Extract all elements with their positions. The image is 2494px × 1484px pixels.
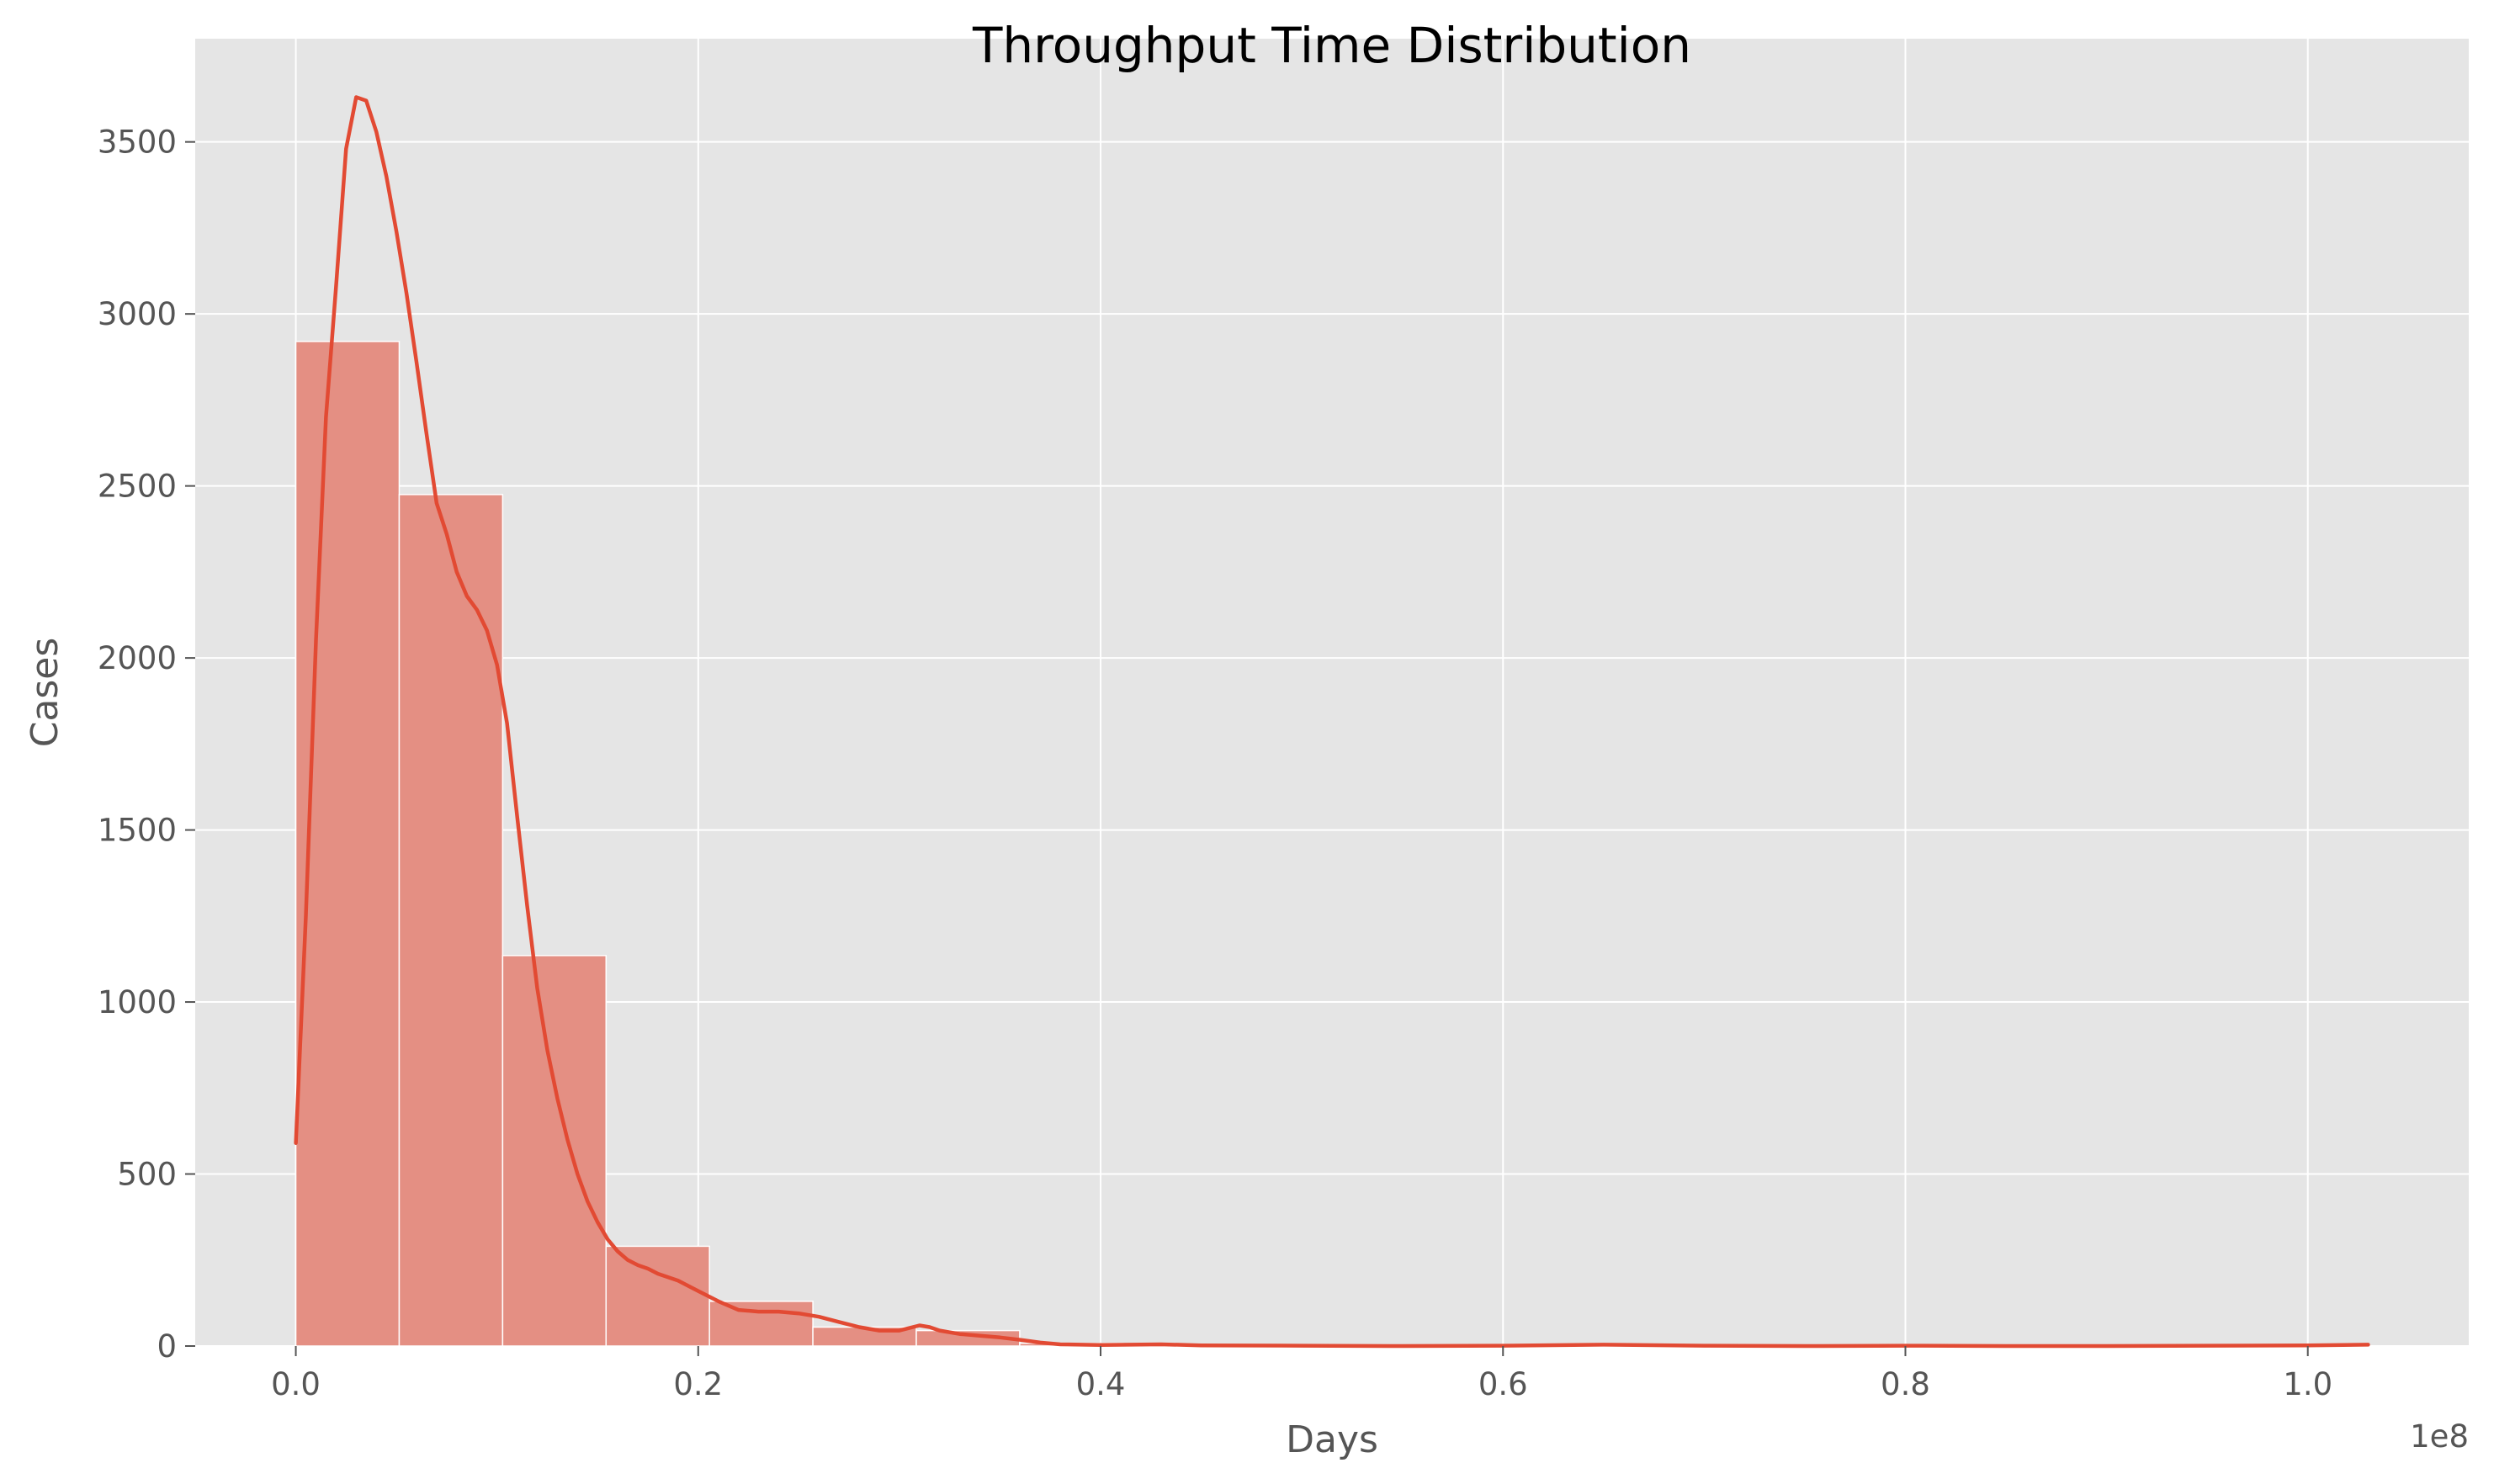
y-tick-label: 1500	[98, 813, 177, 849]
histogram-bars	[295, 341, 2365, 1347]
x-tick-label: 1.0	[2283, 1366, 2332, 1402]
histogram-bar	[398, 494, 504, 1347]
y-tick-label: 3000	[98, 296, 177, 332]
y-tick-label: 2000	[98, 640, 177, 676]
chart-title: Throughput Time Distribution	[972, 17, 1691, 74]
histogram-bar	[708, 1301, 814, 1347]
y-axis-label: Cases	[24, 638, 66, 748]
x-tick-label: 0.2	[673, 1366, 723, 1402]
histogram-bar	[605, 1245, 710, 1347]
x-axis-label: Days	[1286, 1418, 1378, 1461]
x-tick-label: 0.4	[1076, 1366, 1126, 1402]
x-tick-label: 0.0	[271, 1366, 321, 1402]
y-tick-label: 1000	[98, 984, 177, 1020]
x-axis-offset-label: 1e8	[2410, 1418, 2469, 1455]
x-tick-label: 0.8	[1881, 1366, 1930, 1402]
histogram-bar	[295, 341, 401, 1347]
kde-line	[294, 95, 2370, 1349]
y-tick-label: 2500	[98, 469, 177, 505]
histogram-bar	[501, 955, 608, 1347]
x-tick-label: 0.6	[1478, 1366, 1528, 1402]
y-tick-label: 0	[157, 1328, 177, 1365]
y-tick-label: 500	[117, 1157, 177, 1193]
y-tick-label: 3500	[98, 125, 177, 161]
y-axis-ticks: 0 500 1000 1500 2000 2500 3000 3500	[98, 125, 195, 1365]
x-axis-ticks: 0.0 0.2 0.4 0.6 0.8 1.0	[271, 1346, 2332, 1402]
